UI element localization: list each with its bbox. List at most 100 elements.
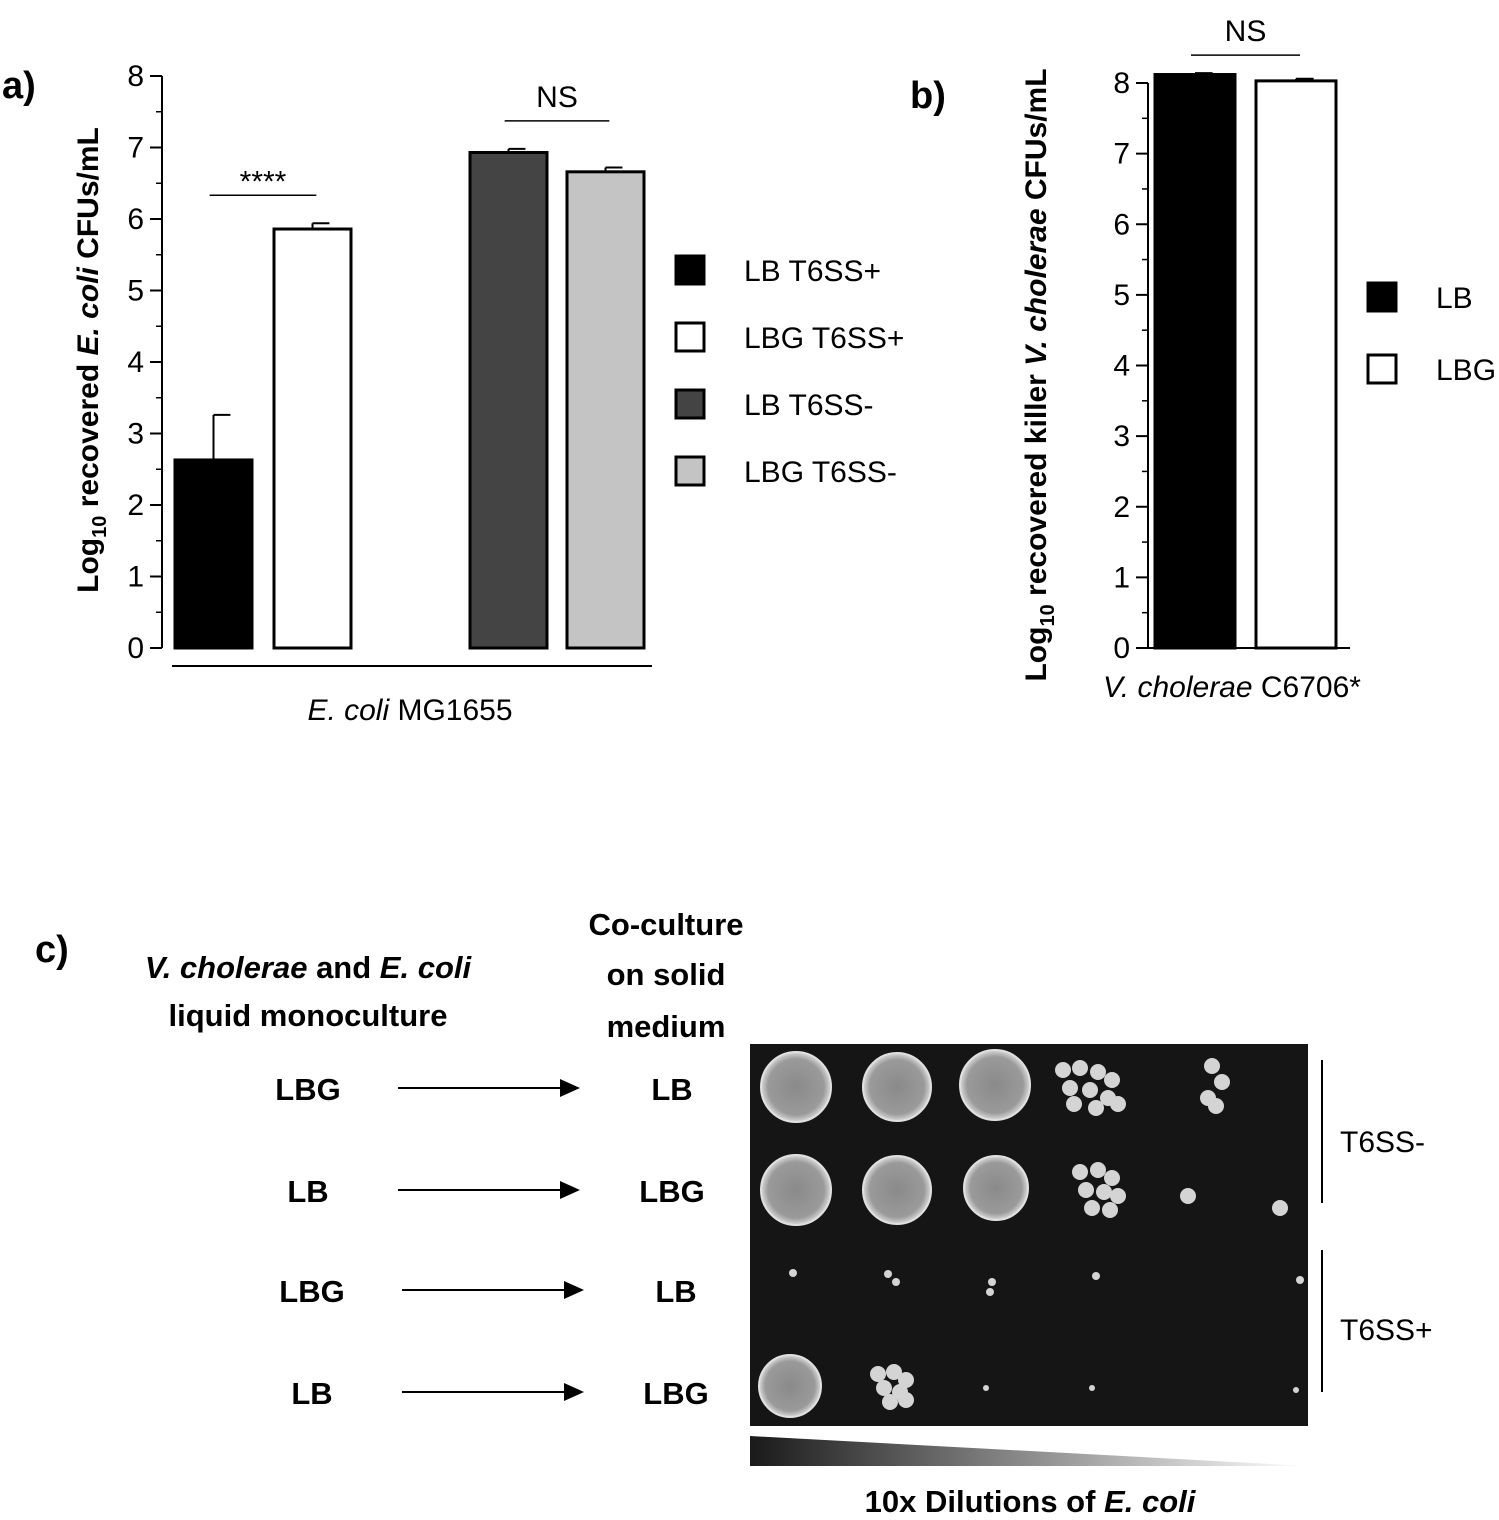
colony-dot	[1084, 1200, 1100, 1216]
legend-swatch	[674, 388, 706, 420]
colony-dot	[1208, 1098, 1224, 1114]
arrow-head	[560, 1181, 580, 1199]
colony-dot	[986, 1288, 994, 1296]
group-label-t6ss-minus: T6SS-	[1340, 1126, 1425, 1159]
panel-a-annotations: **** NS	[209, 81, 610, 198]
panel-b-bars	[1153, 72, 1338, 650]
y-tick-label: 3	[127, 418, 144, 451]
legend-swatch	[674, 254, 706, 286]
colony-dot	[1078, 1182, 1094, 1198]
legend-entry: LBG T6SS+	[744, 322, 904, 355]
colony-spot	[862, 1052, 932, 1122]
colony-dot	[884, 1270, 892, 1278]
panel-b-annotations: NS	[1191, 15, 1300, 56]
colony-dot	[886, 1364, 902, 1380]
colony-spot	[963, 1155, 1029, 1221]
colony-dot	[1096, 1184, 1112, 1200]
panel-b-legend: LB LBG	[1366, 281, 1496, 387]
y-tick-label: 2	[1113, 491, 1130, 524]
y-tick-label: 7	[1113, 138, 1130, 171]
colony-dot	[1055, 1062, 1071, 1078]
y-tick-label: 6	[127, 203, 144, 236]
dilution-wedge	[750, 1436, 1308, 1466]
y-tick-label: 1	[1113, 561, 1130, 594]
colony-dot	[1214, 1074, 1230, 1090]
bar-lbg	[1254, 79, 1338, 650]
condition-row: LBG LB	[275, 1072, 692, 1107]
bar-lb-t6ss+	[173, 458, 254, 650]
plate-photo	[750, 1044, 1308, 1426]
panel-a: a) 0 1 2 3 4 5 6 7 8 **** NS E. coli MG1655 Log10…	[2, 60, 904, 727]
colony-dot	[1062, 1080, 1078, 1096]
panel-c-right-header-line1: Co-culture	[589, 907, 744, 942]
panel-c-left-header-line1: V. cholerae and E. coli	[145, 950, 473, 985]
arrow-head	[564, 1281, 584, 1299]
bar-lb	[1153, 73, 1237, 650]
legend-entry: LB T6SS-	[744, 389, 874, 422]
colony-dot	[1089, 1385, 1095, 1391]
row-solid-medium: LB	[651, 1072, 692, 1107]
dilution-label: 10x Dilutions of E. coli	[865, 1484, 1197, 1519]
colony-dot	[882, 1394, 898, 1410]
colony-dot	[988, 1278, 996, 1286]
y-tick-label: 2	[127, 489, 144, 522]
y-tick-label: 1	[127, 561, 144, 594]
colony-dot	[1072, 1164, 1088, 1180]
colony-dot	[876, 1380, 892, 1396]
row-liquid-medium: LB	[291, 1376, 332, 1411]
colony-dot	[1110, 1188, 1126, 1204]
group-label-t6ss-plus: T6SS+	[1340, 1314, 1433, 1347]
y-tick-label: 5	[127, 275, 144, 308]
panel-a-y-axis: 0 1 2 3 4 5 6 7 8	[127, 60, 163, 665]
colony-dot	[892, 1278, 900, 1286]
row-liquid-medium: LBG	[279, 1274, 344, 1309]
colony-dot	[898, 1392, 914, 1408]
colony-spot	[758, 1354, 822, 1418]
bar-lbg-t6ss-	[565, 170, 646, 650]
row-solid-medium: LBG	[643, 1376, 708, 1411]
colony-spot	[959, 1049, 1031, 1121]
colony-dot	[870, 1366, 886, 1382]
y-tick-label: 8	[127, 60, 144, 93]
panel-c-rows: LBG LB LB LBG LBG LB LB LBG	[275, 1072, 708, 1411]
colony-dot	[1296, 1276, 1304, 1284]
y-tick-label: 3	[1113, 420, 1130, 453]
significance-label: ****	[240, 165, 287, 198]
row-liquid-medium: LB	[287, 1174, 328, 1209]
plate-colonies	[758, 1049, 1304, 1418]
panel-b-x-label: V. cholerae C6706*	[1103, 671, 1361, 704]
colony-dot	[1104, 1072, 1120, 1088]
bar-lb-t6ss-	[468, 151, 549, 650]
panel-a-label: a)	[2, 65, 36, 107]
row-solid-medium: LB	[655, 1274, 696, 1309]
colony-dot	[1082, 1082, 1098, 1098]
legend-swatch	[1366, 353, 1398, 385]
panel-c-right-header-line2: on solid	[607, 957, 726, 992]
colony-dot	[983, 1385, 989, 1391]
panel-c-right-header-line3: medium	[607, 1009, 726, 1044]
colony-dot	[1066, 1096, 1082, 1112]
y-tick-label: 4	[1113, 350, 1130, 383]
panel-c-label: c)	[35, 929, 69, 971]
legend-swatch	[674, 321, 706, 353]
panel-a-bars	[173, 147, 646, 650]
colony-dot	[1072, 1060, 1088, 1076]
colony-spot	[760, 1154, 832, 1226]
panel-a-legend: LB T6SS+ LBG T6SS+ LB T6SS- LBG T6SS-	[674, 254, 904, 489]
legend-swatch	[1366, 281, 1398, 313]
row-liquid-medium: LBG	[275, 1072, 340, 1107]
colony-dot	[1102, 1202, 1118, 1218]
colony-dot	[898, 1372, 914, 1388]
colony-dot	[789, 1269, 797, 1277]
legend-entry: LBG	[1436, 354, 1496, 387]
row-solid-medium: LBG	[639, 1174, 704, 1209]
significance-label: NS	[536, 81, 578, 114]
colony-dot	[1272, 1200, 1288, 1216]
bar-lbg-t6ss+	[272, 227, 353, 650]
colony-dot	[1092, 1272, 1100, 1280]
colony-dot	[1090, 1064, 1106, 1080]
panel-b: b) 0 1 2 3 4 5 6 7 8 NS V. cholerae C6706* Log10…	[910, 15, 1496, 704]
panel-a-x-label: E. coli MG1655	[307, 694, 512, 727]
y-tick-label: 5	[1113, 279, 1130, 312]
colony-spot	[760, 1051, 832, 1123]
